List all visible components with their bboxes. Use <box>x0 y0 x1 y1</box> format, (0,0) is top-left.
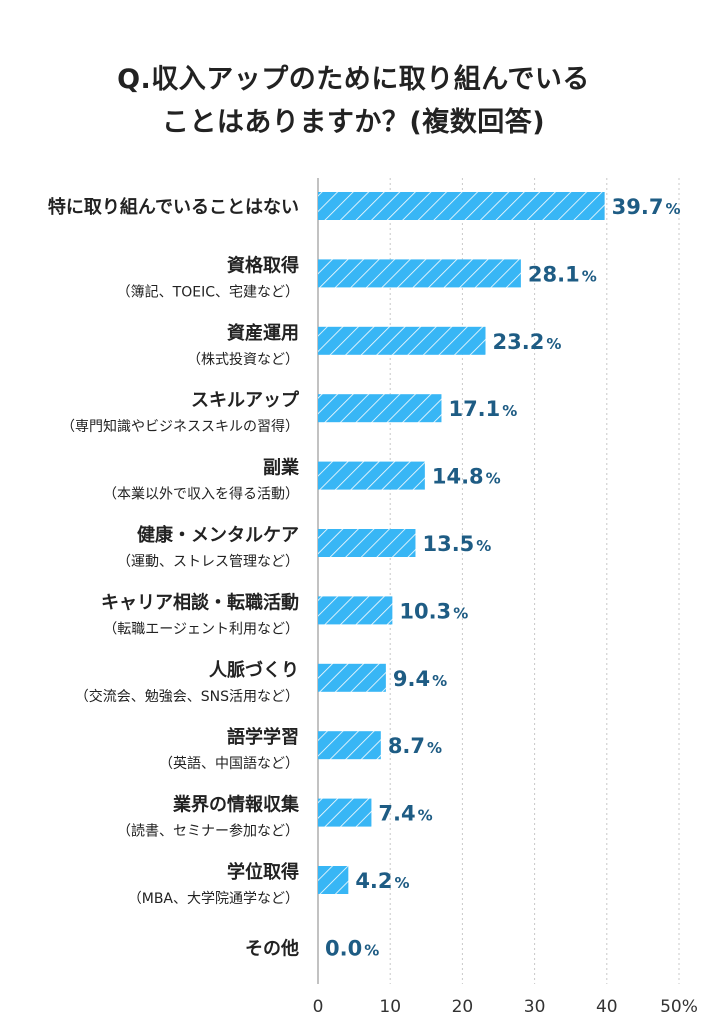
value-number: 10.3 <box>399 599 451 623</box>
value-label: 0.0% <box>325 936 379 960</box>
bar <box>318 192 605 220</box>
value-unit: % <box>486 470 501 488</box>
value-labels: 39.7 %28.1 %23.2 %17.1 %14.8 %13.5 %10.3 %9.4 %8… <box>325 195 680 960</box>
bar <box>318 461 425 490</box>
x-tick-label: 40 <box>596 997 618 1017</box>
category-label: 語学学習 <box>227 726 299 748</box>
value-unit: % <box>546 335 561 353</box>
category-label: スキルアップ <box>191 389 300 411</box>
bars <box>318 192 605 894</box>
category-label: その他 <box>245 937 299 959</box>
category-label: 特に取り組んでいることはない <box>48 196 299 218</box>
category-label: 業界の情報収集 <box>172 794 300 816</box>
bar <box>318 798 372 827</box>
gridlines <box>317 178 680 984</box>
value-unit: % <box>364 941 379 959</box>
bar <box>318 731 381 760</box>
value-unit: % <box>665 200 680 218</box>
x-axis: 0 10 20 30 40 50% <box>313 997 698 1017</box>
value-number: 14.8 <box>432 465 484 489</box>
bar <box>318 394 442 423</box>
category-sublabel: （交流会、勉強会、SNS活用など） <box>75 688 299 705</box>
category-sublabel: （運動、ストレス管理など） <box>117 554 299 570</box>
value-number: 7.4 <box>378 802 415 826</box>
x-tick-label: 10 <box>379 997 401 1017</box>
value-number: 8.7 <box>388 734 425 758</box>
value-label: 17.1% <box>448 397 517 421</box>
value-number: 13.5 <box>422 532 474 556</box>
chart-title: Q.収入アップのために取り組んでいる ことはありますか？(複数回答) <box>0 58 707 144</box>
bar <box>318 663 386 692</box>
value-label: 10.3% <box>399 599 468 623</box>
category-label: 人脈づくり <box>209 659 299 681</box>
value-label: 8.7% <box>388 734 442 758</box>
value-label: 9.4% <box>393 667 447 691</box>
value-unit: % <box>427 739 442 757</box>
value-label: 23.2% <box>493 330 562 354</box>
category-label: 資格取得 <box>227 254 299 276</box>
value-number: 39.7 <box>612 195 664 219</box>
category-label: キャリア相談・転職活動 <box>101 591 299 613</box>
value-number: 23.2 <box>493 330 545 354</box>
chart-title-line: ことはありますか？(複数回答) <box>161 107 546 138</box>
value-label: 13.5% <box>422 532 491 556</box>
value-label: 14.8% <box>432 465 501 489</box>
category-label: 資産運用 <box>227 322 299 344</box>
value-number: 17.1 <box>448 397 500 421</box>
value-unit: % <box>395 874 410 892</box>
value-unit: % <box>476 537 491 555</box>
x-tick-label: 50% <box>660 997 698 1017</box>
value-label: 7.4% <box>378 802 432 826</box>
bar <box>318 259 521 288</box>
value-label: 4.2% <box>355 869 409 893</box>
value-number: 4.2 <box>355 869 392 893</box>
value-unit: % <box>502 402 517 420</box>
category-label: 副業 <box>263 457 300 479</box>
category-sublabel: （読書、セミナー参加など） <box>117 823 299 840</box>
value-unit: % <box>418 807 433 825</box>
category-label: 学位取得 <box>227 861 299 883</box>
chart-title-line: Q.収入アップのために取り組んでいる <box>117 64 590 95</box>
bar <box>318 596 393 625</box>
value-unit: % <box>453 604 468 622</box>
value-unit: % <box>432 672 447 690</box>
category-label: 健康・メンタルケア <box>137 524 299 546</box>
value-label: 28.1% <box>528 262 597 286</box>
value-number: 0.0 <box>325 936 362 960</box>
category-sublabel: （本業以外で収入を得る活動） <box>103 486 299 503</box>
category-sublabel: （転職エージェント利用など） <box>103 621 299 637</box>
value-label: 39.7% <box>612 195 681 219</box>
value-number: 9.4 <box>393 667 430 691</box>
category-sublabel: （専門知識やビジネススキルの習得） <box>61 418 299 435</box>
category-sublabel: （英語、中国語など） <box>159 755 299 772</box>
x-tick-label: 20 <box>452 997 474 1017</box>
category-sublabel: （株式投資など） <box>187 352 299 368</box>
bar <box>318 866 349 894</box>
value-number: 28.1 <box>528 262 580 286</box>
category-sublabel: （MBA、大学院通学など） <box>128 891 299 907</box>
x-tick-label: 0 <box>313 997 324 1017</box>
value-unit: % <box>582 267 597 285</box>
bar <box>318 326 486 355</box>
x-tick-label: 30 <box>524 997 546 1017</box>
bar <box>318 529 416 557</box>
category-sublabel: （簿記、TOEIC、宅建など） <box>117 283 299 300</box>
